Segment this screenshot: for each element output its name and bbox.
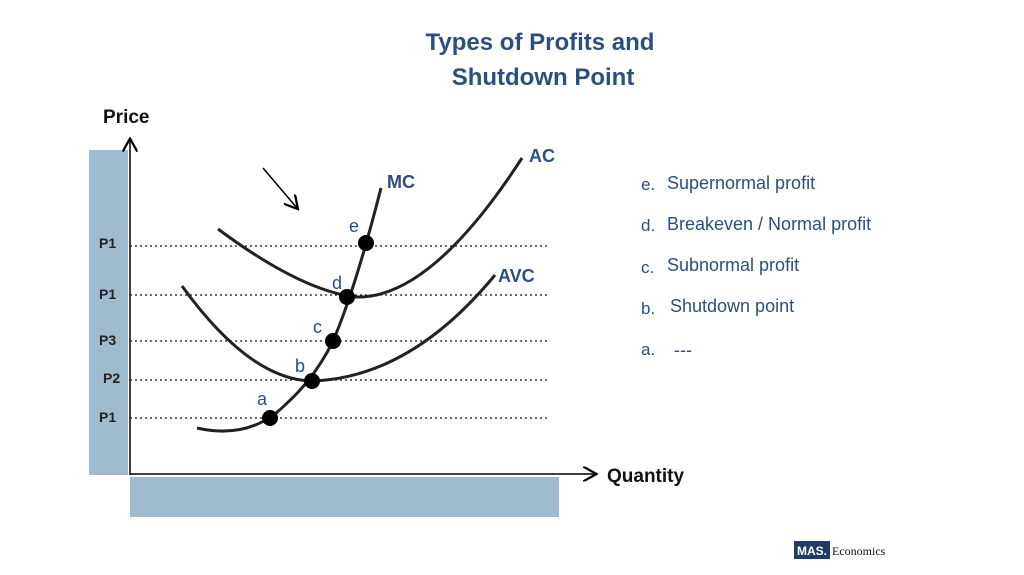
point-label: e (349, 216, 359, 236)
price-label: P1 (99, 286, 116, 302)
point (339, 289, 355, 305)
ac-curve (217, 157, 524, 299)
legend-text: Breakeven / Normal profit (667, 214, 871, 234)
points: e d c b a (257, 216, 374, 426)
curve-label: AVC (498, 266, 535, 286)
legend: e. Supernormal profit d. Breakeven / Nor… (641, 173, 871, 360)
curve-label: AC (529, 146, 555, 166)
legend-text: Subnormal profit (667, 255, 799, 275)
legend-text: Shutdown point (670, 296, 794, 316)
price-levels: P1 P1 P3 P2 P1 (99, 235, 550, 425)
x-axis-label: Quantity (607, 466, 684, 487)
point (358, 235, 374, 251)
legend-key: b. (641, 299, 655, 318)
point-label: b (295, 356, 305, 376)
price-label: P1 (99, 409, 116, 425)
price-label: P2 (103, 370, 120, 386)
point-label: a (257, 389, 268, 409)
logo-box (794, 541, 830, 559)
logo-text: Economics (832, 544, 886, 558)
legend-text: --- (674, 340, 692, 360)
legend-key: d. (641, 216, 655, 235)
price-label: P1 (99, 235, 116, 251)
point (262, 410, 278, 426)
y-axis-label: Price (103, 107, 149, 128)
mc-curve (196, 187, 383, 433)
point-label: c (313, 317, 322, 337)
logo: MAS. Economics (794, 541, 886, 559)
legend-key: c. (641, 258, 654, 277)
legend-text: Supernormal profit (667, 173, 815, 193)
logo-mark: MAS. (797, 544, 827, 558)
title-line: Types of Profits and (426, 29, 655, 56)
pointer-arrow (262, 167, 297, 208)
point (304, 373, 320, 389)
shade-left (89, 150, 128, 475)
title-line: Shutdown Point (452, 64, 635, 91)
point (325, 333, 341, 349)
curve-label: MC (387, 172, 415, 192)
shade-bottom (130, 477, 559, 517)
price-label: P3 (99, 332, 116, 348)
legend-key: e. (641, 175, 655, 194)
legend-key: a. (641, 340, 655, 359)
point-label: d (332, 273, 342, 293)
